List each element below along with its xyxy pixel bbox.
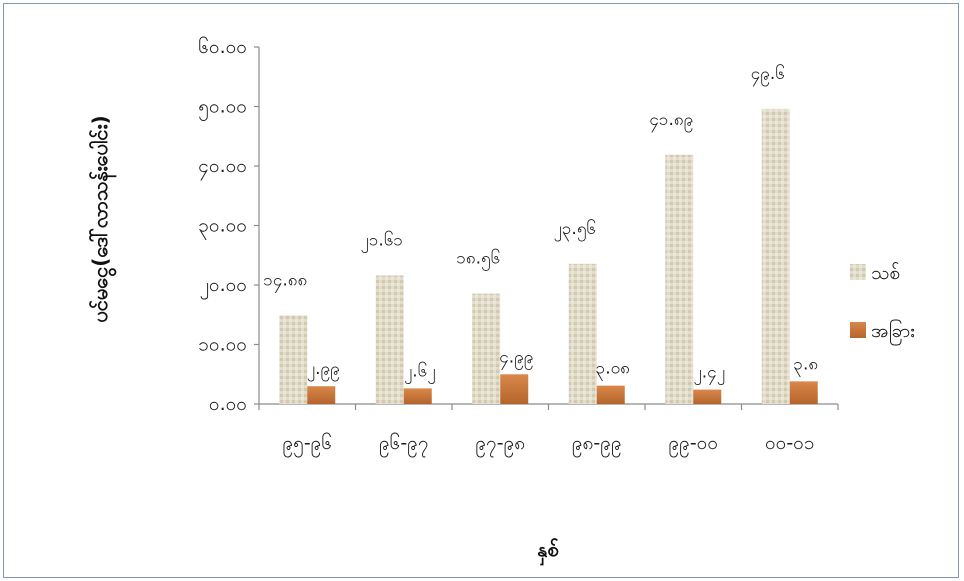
data-label: ၂.၆၂ [404,360,436,384]
y-tick-label: ၆၀.၀၀ [198,35,247,58]
x-axis-title: နှစ် [537,537,559,566]
data-label: ၂၃.၅၆ [554,218,596,242]
y-tick-label: ၄၀.၀၀ [198,155,247,181]
bar-series-2 [500,374,529,404]
bar-series-1 [279,315,308,404]
bar-series-2 [693,389,722,404]
data-label: ၂.၄၂ [693,363,725,386]
data-label: ၂၁.၆၁ [361,229,403,253]
y-tick-label: ၁၀.၀၀ [198,334,247,356]
bar-series-2 [789,381,818,404]
bar-series-2 [596,385,625,404]
x-tick-label: ၉၆-၉၇ [379,431,429,458]
data-label: ၂.၉၉ [307,359,340,382]
x-tick-label: ၉၉-၀၀ [668,432,718,458]
bars [279,108,818,404]
legend-label-series-1: သစ် [871,261,900,284]
y-tick-label: ၂၀.၀၀ [200,274,247,300]
data-label: ၄.၉၉ [499,347,533,370]
data-label: ၃.၈ [793,354,818,377]
bar-series-2 [307,386,336,404]
legend-label-series-2: အခြား [871,318,915,346]
data-label: ၄၉.၆ [751,63,785,87]
x-tick-label: ၉၅-၉၆ [282,431,332,458]
y-tick-label: ၀.၀၀ [209,393,247,415]
data-label: ၄၁.၈၉ [649,110,693,133]
x-tick-label: ၀၀-၀၁ [765,432,815,454]
bar-series-1 [375,275,404,404]
data-label: ၁၄.၈၈ [263,270,307,293]
y-tick-label: ၃၀.၀၀ [198,215,247,241]
bar-series-1 [568,263,597,404]
legend: သစ်အခြား [850,261,915,346]
y-tick-label: ၅၀.၀၀ [198,96,247,122]
bar-series-1 [665,154,694,404]
x-tick-label: ၉၈-၉၉ [572,432,622,458]
x-tick-label: ၉၇-၉၈ [475,432,525,458]
legend-swatch-series-2 [850,322,866,338]
bar-series-2 [403,388,432,404]
y-axis-title: ပင်မငွေ(ဒေါ်လာသန်းပေါင်း) [88,115,117,322]
bar-series-1 [761,108,790,404]
data-label: ၃.၀၈ [596,359,630,382]
legend-swatch-series-1 [850,264,866,280]
data-label: ၁၈.၅၆ [456,248,500,272]
bar-series-1 [472,293,501,404]
chart-frame: ၀.၀၀ ၁၀.၀၀ ၂၀.၀၀ ၃၀.၀၀ ၄၀.၀၀ ၅၀.၀၀ ၆၀.၀၀၉၅-၉၆ ၉… [3,3,959,578]
